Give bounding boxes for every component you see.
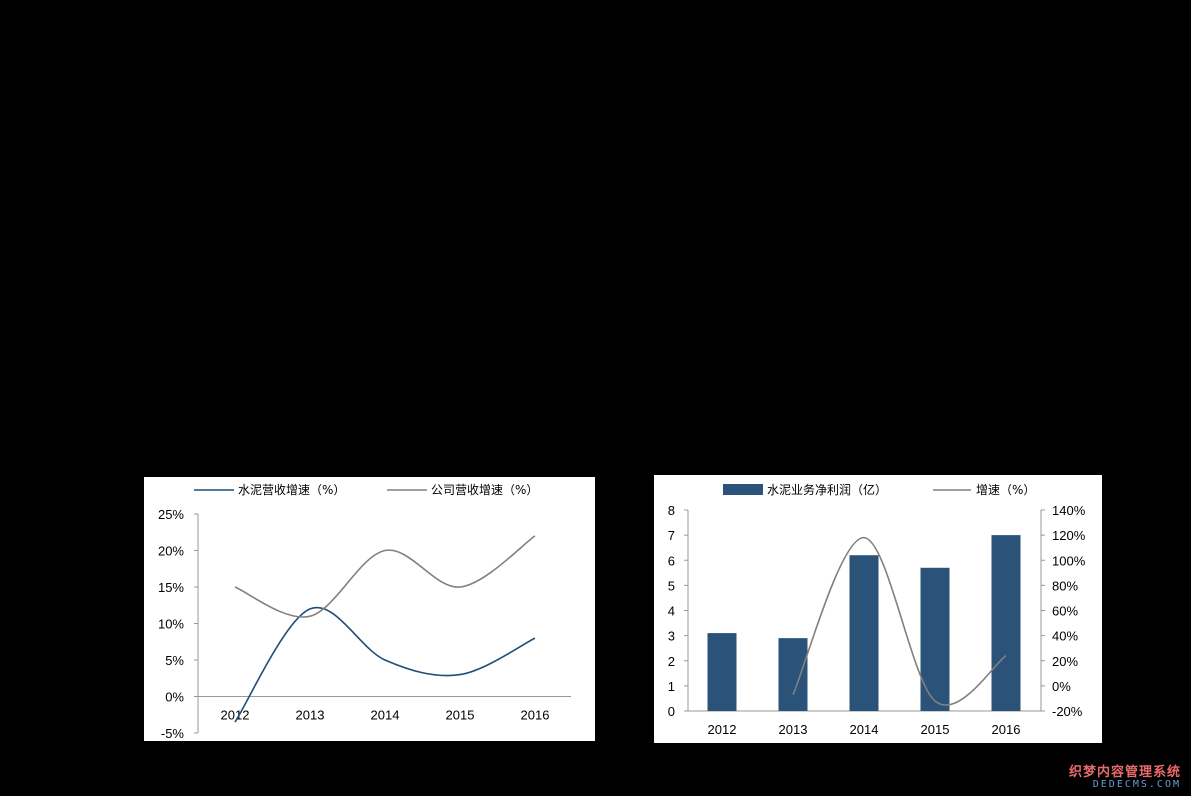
x-tick-label: 2015 <box>921 722 950 737</box>
x-tick-label: 2016 <box>992 722 1021 737</box>
y-tick-label: 15% <box>158 580 184 595</box>
y-right-tick-label: 120% <box>1052 528 1086 543</box>
y-tick-label: -5% <box>161 726 185 741</box>
y-tick-label: 5% <box>165 653 184 668</box>
y-right-tick-label: 20% <box>1052 654 1078 669</box>
y-right-tick-label: 140% <box>1052 503 1086 518</box>
y-left-tick-label: 0 <box>668 704 675 719</box>
legend-label-0: 水泥营收增速（%） <box>238 483 345 497</box>
y-right-tick-label: 60% <box>1052 604 1078 619</box>
y-right-tick-label: 80% <box>1052 578 1078 593</box>
y-left-tick-label: 1 <box>668 679 675 694</box>
y-left-tick-label: 2 <box>668 654 675 669</box>
legend-swatch-bar <box>723 484 763 495</box>
legend-label-1: 公司营收增速（%） <box>431 483 538 497</box>
y-right-tick-label: 40% <box>1052 629 1078 644</box>
legend-label-line: 增速（%） <box>976 483 1035 497</box>
bar <box>707 633 737 711</box>
y-left-tick-label: 7 <box>668 528 675 543</box>
x-tick-label: 2012 <box>708 722 737 737</box>
x-tick-label: 2016 <box>521 708 550 723</box>
y-tick-label: 0% <box>165 690 184 705</box>
y-left-tick-label: 6 <box>668 553 675 568</box>
y-tick-label: 20% <box>158 544 184 559</box>
bar <box>849 555 879 711</box>
watermark-cn: 织梦内容管理系统 <box>1068 764 1181 780</box>
x-tick-label: 2012 <box>221 708 250 723</box>
revenue-growth-chart-svg: -5% 0% 5% 10% 15% 20% 25% 2012 2013 2014 2015 2016 水… <box>158 483 571 741</box>
x-tick-label: 2015 <box>446 708 475 723</box>
series-line-1 <box>234 535 536 618</box>
bar <box>991 535 1021 711</box>
net-profit-chart-svg: 0 1 2 3 4 5 6 7 8 -20% 0% 20% 40% 60% 80% 100% 120% 140% 2… <box>668 482 1086 737</box>
growth-line <box>792 536 1007 706</box>
x-tick-label: 2014 <box>850 722 879 737</box>
y-left-tick-label: 8 <box>668 503 675 518</box>
net-profit-chart: 0 1 2 3 4 5 6 7 8 -20% 0% 20% 40% 60% 80% 100% 120% 140% 2… <box>654 475 1102 743</box>
y-right-tick-label: 0% <box>1052 679 1071 694</box>
bar <box>778 638 808 711</box>
y-left-tick-label: 5 <box>668 578 675 593</box>
watermark-en: DEDECMS.COM <box>1092 778 1181 790</box>
y-left-tick-label: 4 <box>668 604 675 619</box>
y-tick-label: 10% <box>158 617 184 632</box>
y-left-tick-label: 3 <box>668 629 675 644</box>
x-tick-label: 2013 <box>296 708 325 723</box>
legend-label-bar: 水泥业务净利润（亿） <box>767 482 887 497</box>
series-line-0 <box>234 606 536 723</box>
bar <box>920 567 950 711</box>
watermark: 织梦内容管理系统 DEDECMS.COM <box>1069 766 1181 790</box>
x-tick-label: 2013 <box>779 722 808 737</box>
y-right-tick-label: 100% <box>1052 553 1086 568</box>
y-tick-label: 25% <box>158 507 184 522</box>
revenue-growth-chart: -5% 0% 5% 10% 15% 20% 25% 2012 2013 2014 2015 2016 水… <box>144 477 595 741</box>
y-right-tick-label: -20% <box>1052 704 1083 719</box>
x-tick-label: 2014 <box>371 708 400 723</box>
